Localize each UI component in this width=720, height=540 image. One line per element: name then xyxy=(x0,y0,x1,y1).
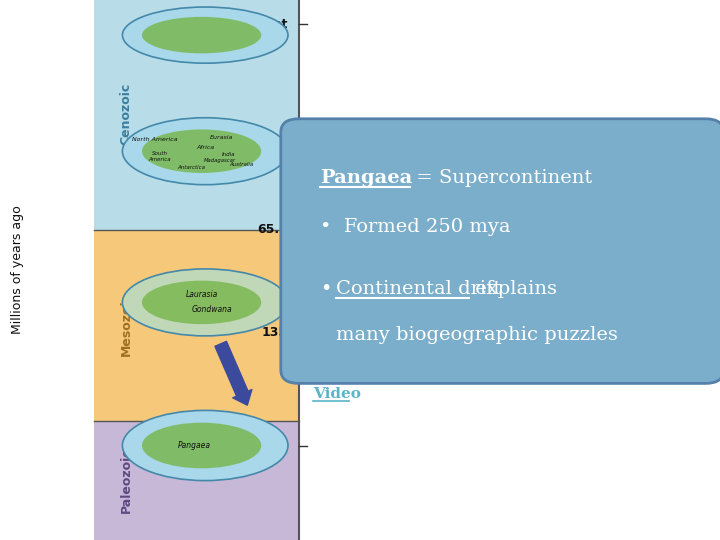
Ellipse shape xyxy=(122,269,288,336)
Text: Continental drift: Continental drift xyxy=(336,280,502,298)
Text: 65.5: 65.5 xyxy=(257,223,288,236)
Text: = Supercontinent: = Supercontinent xyxy=(410,169,593,187)
Text: Gondwana: Gondwana xyxy=(192,305,233,314)
Text: India: India xyxy=(222,152,235,157)
Text: Paleozoic: Paleozoic xyxy=(120,448,132,514)
Text: •: • xyxy=(320,279,332,299)
Text: Pangaea: Pangaea xyxy=(178,441,211,450)
Text: •  Formed 250 mya: • Formed 250 mya xyxy=(320,218,511,236)
Text: Laurasia: Laurasia xyxy=(186,290,217,299)
Text: Madagascar: Madagascar xyxy=(204,158,235,164)
Text: Antarctica: Antarctica xyxy=(177,165,204,170)
Ellipse shape xyxy=(142,423,261,468)
Text: Eurasia: Eurasia xyxy=(210,134,233,140)
Ellipse shape xyxy=(122,7,288,63)
Text: Australia: Australia xyxy=(229,162,253,167)
Text: Mesozoic: Mesozoic xyxy=(120,292,132,356)
Text: 135: 135 xyxy=(262,326,288,339)
Text: Africa: Africa xyxy=(196,145,215,150)
FancyBboxPatch shape xyxy=(94,230,299,421)
Ellipse shape xyxy=(142,17,261,53)
FancyArrowPatch shape xyxy=(215,341,252,405)
Text: many biogeographic puzzles: many biogeographic puzzles xyxy=(336,326,618,344)
Text: Present: Present xyxy=(233,18,288,31)
Text: South
America: South America xyxy=(148,151,171,162)
Text: Cenozoic: Cenozoic xyxy=(120,82,132,145)
FancyBboxPatch shape xyxy=(281,119,720,383)
Text: Pangaea: Pangaea xyxy=(320,169,413,187)
Ellipse shape xyxy=(142,130,261,173)
Text: North America: North America xyxy=(132,137,178,142)
FancyBboxPatch shape xyxy=(94,421,299,540)
Text: explains: explains xyxy=(469,280,557,298)
Ellipse shape xyxy=(142,281,261,324)
FancyBboxPatch shape xyxy=(94,0,299,230)
Ellipse shape xyxy=(122,410,288,481)
Text: 251: 251 xyxy=(262,439,288,452)
Text: Video: Video xyxy=(313,387,361,401)
Ellipse shape xyxy=(122,118,288,185)
Text: Millions of years ago: Millions of years ago xyxy=(12,206,24,334)
